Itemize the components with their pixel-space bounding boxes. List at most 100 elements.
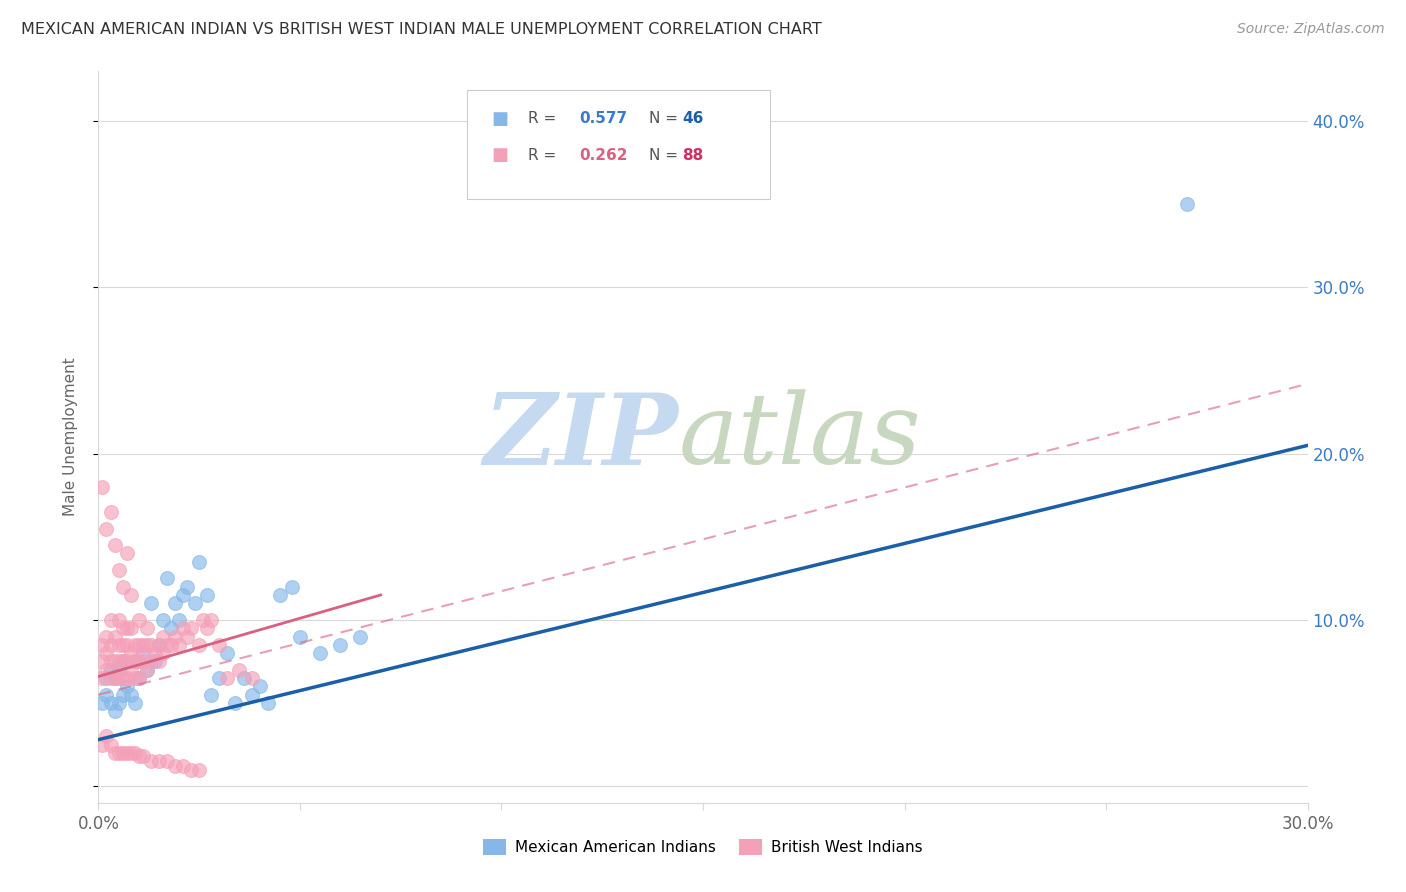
Point: [208, 638, 231, 652]
Legend: Mexican American Indians, British West Indians: Mexican American Indians, British West I…: [477, 833, 929, 861]
Point: [281, 580, 304, 594]
Point: [256, 696, 278, 710]
Point: [139, 655, 162, 669]
Point: [100, 613, 122, 627]
Point: [107, 613, 129, 627]
Point: [217, 671, 239, 685]
Point: [124, 696, 146, 710]
Text: ZIP: ZIP: [484, 389, 679, 485]
Point: [269, 588, 291, 602]
Point: [96, 521, 118, 535]
Point: [107, 671, 129, 685]
Point: [96, 663, 118, 677]
Text: N =: N =: [648, 112, 682, 127]
Point: [91, 655, 114, 669]
Point: [188, 638, 211, 652]
Point: [139, 638, 162, 652]
Point: [128, 671, 150, 685]
Text: atlas: atlas: [679, 390, 921, 484]
Point: [195, 621, 218, 635]
Point: [135, 663, 157, 677]
Point: [132, 749, 155, 764]
Point: [115, 638, 138, 652]
Point: [124, 655, 146, 669]
Point: [163, 759, 186, 773]
Point: [115, 546, 138, 560]
Point: [115, 746, 138, 760]
Point: [163, 596, 186, 610]
Point: [143, 646, 166, 660]
Point: [176, 630, 198, 644]
Point: [111, 688, 134, 702]
Point: [100, 655, 122, 669]
Point: [100, 696, 122, 710]
Point: [120, 688, 142, 702]
Point: [107, 655, 129, 669]
Point: [167, 638, 190, 652]
Point: [91, 638, 114, 652]
Point: [156, 638, 179, 652]
Point: [200, 688, 222, 702]
Point: [128, 655, 150, 669]
Point: [124, 746, 146, 760]
Point: [135, 621, 157, 635]
Text: Source: ZipAtlas.com: Source: ZipAtlas.com: [1237, 22, 1385, 37]
Point: [329, 638, 352, 652]
Point: [224, 696, 246, 710]
Point: [107, 696, 129, 710]
Point: [180, 763, 202, 777]
Point: [156, 571, 179, 585]
Point: [107, 638, 129, 652]
Point: [135, 663, 157, 677]
Point: [172, 588, 194, 602]
Point: [288, 630, 311, 644]
Point: [96, 646, 118, 660]
Point: [309, 646, 332, 660]
Point: [188, 555, 211, 569]
Point: [124, 655, 146, 669]
Point: [208, 671, 231, 685]
Point: [188, 763, 211, 777]
Point: [240, 688, 263, 702]
Point: [120, 621, 142, 635]
Point: [100, 638, 122, 652]
Point: [1175, 197, 1198, 211]
Point: [163, 630, 186, 644]
Point: [200, 613, 222, 627]
Point: [217, 646, 239, 660]
Point: [115, 680, 138, 694]
Text: R =: R =: [527, 112, 561, 127]
Point: [128, 671, 150, 685]
Point: [103, 538, 125, 552]
Point: [107, 663, 129, 677]
Point: [160, 621, 183, 635]
Point: [100, 738, 122, 752]
Point: [96, 671, 118, 685]
Point: [111, 621, 134, 635]
Point: [139, 596, 162, 610]
Text: ■: ■: [492, 146, 509, 164]
Point: [180, 621, 202, 635]
Point: [152, 630, 174, 644]
Point: [96, 688, 118, 702]
Point: [128, 749, 150, 764]
Text: 0.262: 0.262: [579, 148, 628, 163]
Point: [139, 754, 162, 768]
Point: [111, 655, 134, 669]
Point: [115, 671, 138, 685]
Point: [100, 671, 122, 685]
Point: [111, 746, 134, 760]
Point: [172, 759, 194, 773]
Point: [156, 754, 179, 768]
Point: [160, 638, 183, 652]
Point: [152, 646, 174, 660]
Point: [91, 480, 114, 494]
FancyBboxPatch shape: [467, 90, 769, 200]
Point: [111, 638, 134, 652]
Point: [148, 638, 170, 652]
Point: [120, 663, 142, 677]
Point: [132, 655, 155, 669]
Point: [111, 655, 134, 669]
Point: [100, 663, 122, 677]
Point: [228, 663, 250, 677]
